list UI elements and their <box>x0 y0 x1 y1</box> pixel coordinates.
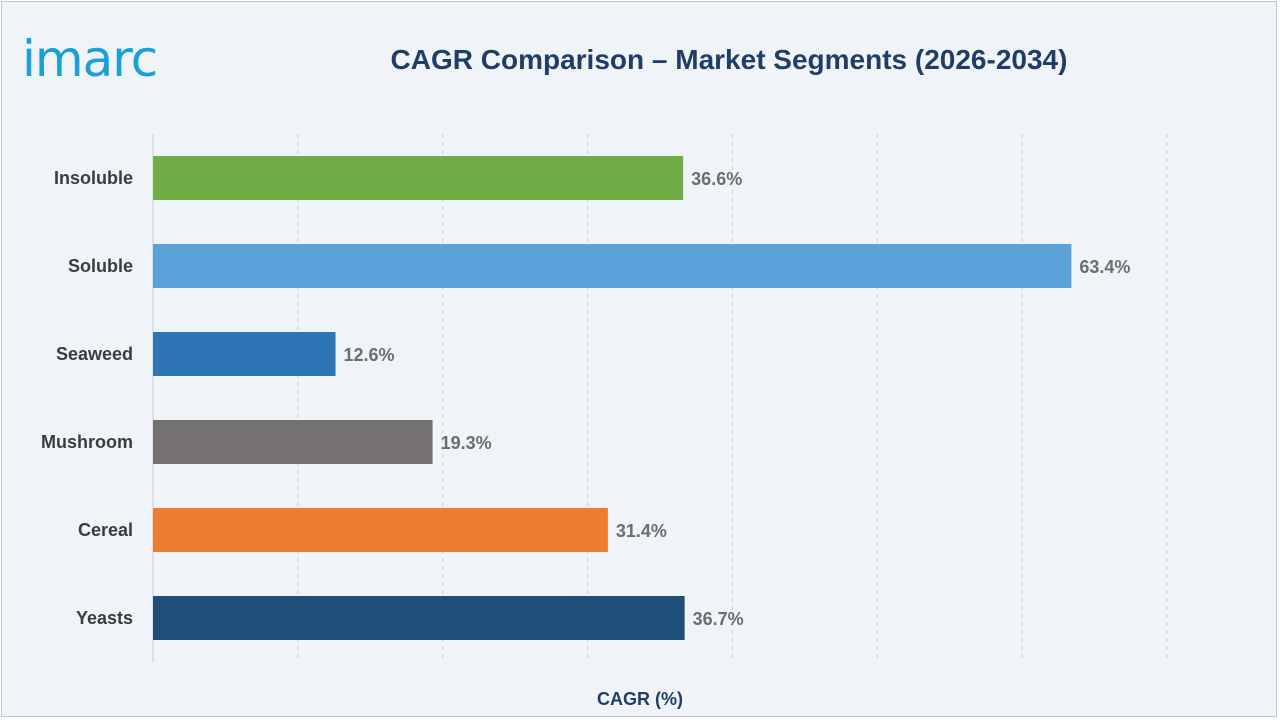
x-axis-title: CAGR (%) <box>597 689 683 709</box>
category-label: Soluble <box>68 256 133 276</box>
bar <box>153 156 684 200</box>
category-label: Mushroom <box>41 432 133 452</box>
bar <box>153 332 336 376</box>
data-label: 19.3% <box>441 433 492 453</box>
bar <box>153 508 608 552</box>
logo-text: imarc <box>22 32 157 82</box>
category-label: Insoluble <box>54 168 133 188</box>
category-label: Yeasts <box>76 608 133 628</box>
chart-title: CAGR Comparison – Market Segments (2026-… <box>390 44 1068 75</box>
data-label: 36.7% <box>693 609 744 629</box>
data-label: 36.6% <box>691 169 742 189</box>
category-label: Cereal <box>78 520 133 540</box>
imarc-logo: imarc <box>22 32 158 82</box>
data-label: 63.4% <box>1079 257 1130 277</box>
bar <box>153 420 433 464</box>
data-label: 31.4% <box>616 521 667 541</box>
bar <box>153 244 1072 288</box>
category-label: Seaweed <box>56 344 133 364</box>
data-label: 12.6% <box>344 345 395 365</box>
bar <box>153 596 685 640</box>
